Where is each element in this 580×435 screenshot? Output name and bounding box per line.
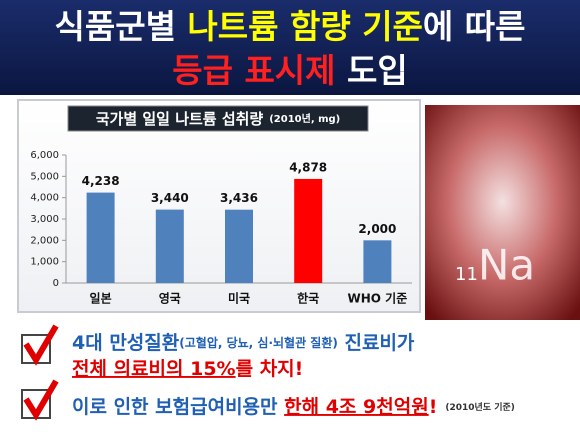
header-text: 에 따른 bbox=[423, 7, 526, 46]
value-label: 3,440 bbox=[151, 191, 189, 205]
x-tick-label: WHO 기준 bbox=[348, 291, 408, 306]
header-band bbox=[0, 0, 580, 95]
value-label: 4,238 bbox=[82, 174, 120, 188]
bullet-highlight: 전체 의료비의 15% bbox=[72, 358, 236, 380]
bar bbox=[294, 178, 323, 283]
y-tick-label: 2,000 bbox=[30, 235, 59, 246]
chart-box bbox=[17, 99, 421, 313]
bullet-text: 를 차지! bbox=[236, 358, 304, 380]
y-tick-label: 1,000 bbox=[30, 257, 59, 268]
salt-image bbox=[425, 105, 580, 320]
bar bbox=[363, 240, 392, 283]
chart-title-text: 국가별 일일 나트륨 섭취량 bbox=[96, 110, 264, 128]
bullet-line: 이로 인한 보험급여비용만 한해 4조 9천억원! (2010년도 기준) bbox=[72, 396, 515, 418]
bullet-highlight: 한해 4조 9천억원 bbox=[284, 396, 429, 418]
header-highlight: 등급 표시제 bbox=[172, 51, 335, 90]
header-text: 식품군별 bbox=[54, 7, 187, 46]
bar bbox=[86, 192, 115, 283]
x-tick-label: 일본 bbox=[90, 292, 112, 306]
image-symbol: Na bbox=[478, 241, 535, 290]
x-tick-label: 한국 bbox=[297, 291, 319, 306]
checkbox bbox=[21, 324, 59, 366]
value-label: 3,436 bbox=[220, 191, 258, 205]
bullet-line: 4대 만성질환(고혈압, 당뇨, 심·뇌혈관 질환) 진료비가 bbox=[72, 332, 415, 354]
bullet-note: (2010년도 기준) bbox=[445, 401, 515, 413]
bullet-line: 전체 의료비의 15%를 차지! bbox=[72, 358, 303, 380]
header-line: 식품군별 나트륨 함량 기준에 따른 bbox=[54, 7, 525, 46]
header-highlight: 나트륨 함량 기준 bbox=[187, 7, 423, 46]
x-tick-label: 영국 bbox=[159, 291, 181, 306]
bullet-text: 이로 인한 보험급여비용만 bbox=[72, 396, 284, 418]
checkbox bbox=[21, 379, 59, 421]
bullet-text: 진료비가 bbox=[338, 332, 415, 354]
bar bbox=[225, 209, 253, 283]
chart-title-note: (2010년, mg) bbox=[269, 112, 340, 125]
chart-title-bar bbox=[67, 105, 369, 132]
value-label: 2,000 bbox=[358, 222, 396, 236]
y-tick-label: 0 bbox=[53, 278, 59, 289]
header-text: 도입 bbox=[336, 51, 408, 90]
chart-title: 국가별 일일 나트륨 섭취량 (2010년, mg) bbox=[96, 110, 341, 128]
y-tick-label: 3,000 bbox=[30, 214, 59, 225]
y-tick-label: 5,000 bbox=[30, 171, 59, 182]
value-label: 4,878 bbox=[289, 160, 327, 174]
image-number: 11 bbox=[455, 264, 478, 285]
bullet-text: ! bbox=[429, 396, 438, 418]
y-tick-label: 4,000 bbox=[30, 193, 59, 204]
y-tick-label: 6,000 bbox=[30, 150, 59, 161]
bullet-text: 4대 만성질환 bbox=[72, 332, 180, 354]
x-tick-label: 미국 bbox=[228, 291, 250, 306]
bullet-note: (고혈압, 당뇨, 심·뇌혈관 질환) bbox=[179, 335, 338, 350]
header-line: 등급 표시제 도입 bbox=[172, 51, 408, 90]
bar bbox=[155, 209, 184, 283]
